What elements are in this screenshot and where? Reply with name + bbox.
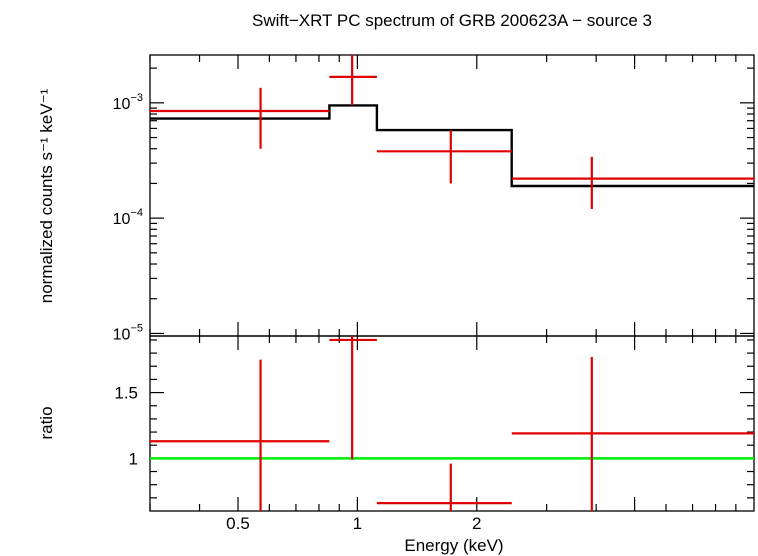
y-tick-label: 10−4 xyxy=(113,207,143,228)
ratio-panel-frame xyxy=(149,335,755,512)
x-tick-label: 0.5 xyxy=(226,514,250,533)
x-tick-label: 2 xyxy=(472,514,481,533)
ratio-tick-label: 1.5 xyxy=(114,384,138,403)
x-tick-label: 1 xyxy=(353,514,362,533)
x-axis-label: Energy (keV) xyxy=(404,536,503,555)
model-curve xyxy=(150,104,754,188)
ratio-ylabel: ratio xyxy=(37,406,56,439)
spectrum-ylabel: normalized counts s⁻¹ keV⁻¹ xyxy=(37,88,56,303)
chart-title: Swift−XRT PC spectrum of GRB 200623A − s… xyxy=(252,11,652,30)
y-tick-label: 10−5 xyxy=(113,322,143,343)
y-tick-label: 10−3 xyxy=(113,92,143,113)
spectrum-ylabel-group: normalized counts s⁻¹ keV⁻¹ xyxy=(37,88,56,303)
ratio-tick-label: 1 xyxy=(129,449,138,468)
ratio-ylabel-group: ratio xyxy=(37,406,56,439)
